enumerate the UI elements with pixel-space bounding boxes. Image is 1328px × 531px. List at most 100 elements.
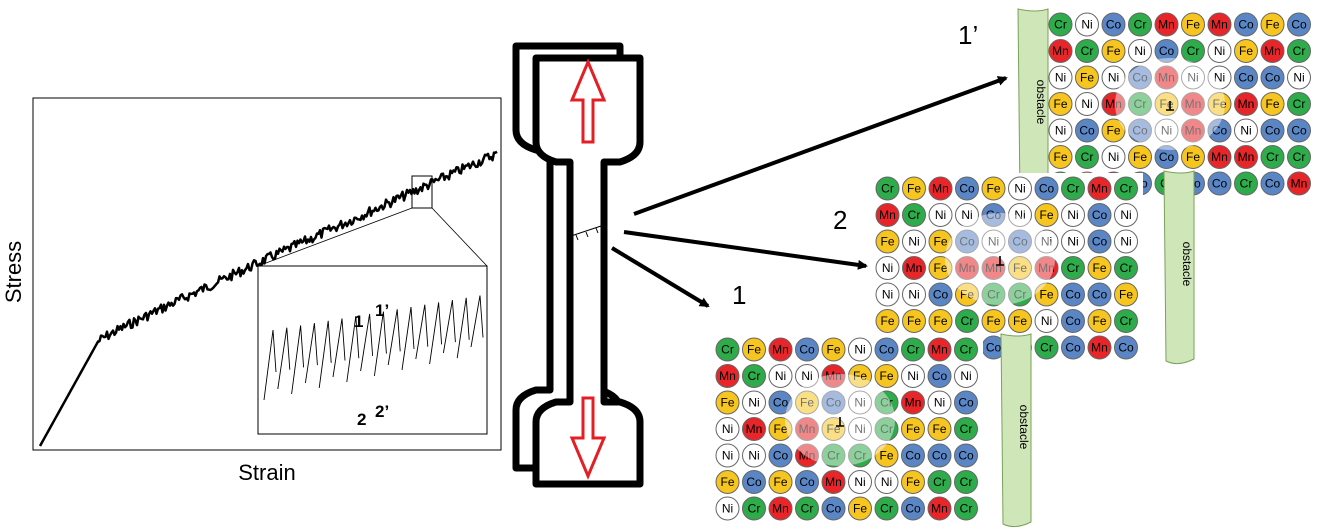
svg-text:Fe: Fe [933, 261, 947, 275]
svg-text:Ni: Ni [1214, 71, 1225, 85]
svg-text:Mn: Mn [1291, 177, 1308, 191]
stress-strain-plot: 1 1’ 2 2’ Stress Strain [1, 97, 502, 485]
svg-text:Co: Co [1265, 124, 1281, 138]
svg-text:Cr: Cr [721, 343, 734, 357]
svg-text:Cr: Cr [960, 343, 973, 357]
arrow-to-panel-1 [610, 246, 710, 308]
atom-ni: Ni [1101, 145, 1126, 169]
svg-text:Fe: Fe [933, 314, 947, 328]
svg-text:Cr: Cr [907, 343, 920, 357]
svg-text:Ni: Ni [1161, 124, 1172, 138]
svg-text:Co: Co [799, 343, 815, 357]
atom-fe: Fe [1087, 256, 1112, 280]
svg-text:Fe: Fe [880, 235, 894, 249]
atom-mn: Mn [875, 203, 900, 227]
svg-text:Co: Co [879, 343, 895, 357]
atom-cr: Cr [795, 496, 819, 521]
atom-mn: Mn [768, 496, 793, 521]
svg-text:Co: Co [1212, 124, 1228, 138]
atom-co: Co [821, 390, 846, 415]
atom-fe: Fe [928, 256, 953, 280]
atom-fe: Fe [1128, 145, 1152, 169]
atom-ni: Ni [1034, 309, 1059, 333]
atom-co: Co [1087, 282, 1112, 307]
atom-fe: Fe [875, 229, 900, 254]
svg-text:Mn: Mn [1158, 71, 1175, 85]
atom-ni: Ni [1181, 65, 1205, 90]
svg-text:Cr: Cr [748, 369, 761, 383]
atom-co: Co [1207, 118, 1232, 143]
atom-mn: Mn [1287, 171, 1311, 196]
svg-text:Mn: Mn [825, 369, 842, 383]
atom-cr: Cr [981, 282, 1006, 307]
atom-mn: Mn [1101, 92, 1126, 116]
svg-text:Cr: Cr [960, 502, 973, 516]
svg-text:Ni: Ni [1055, 124, 1066, 138]
svg-text:Ni: Ni [1187, 71, 1198, 85]
svg-text:Co: Co [1212, 177, 1228, 191]
atom-cr: Cr [1181, 39, 1205, 63]
atom-cr: Cr [875, 176, 900, 201]
svg-text:Cr: Cr [1134, 97, 1147, 111]
atom-fe: Fe [1008, 256, 1032, 280]
atom-ni: Ni [1034, 229, 1059, 254]
svg-text:Ni: Ni [775, 369, 786, 383]
inset-label-2: 2 [357, 410, 366, 429]
atom-fe: Fe [902, 309, 926, 333]
atom-cr: Cr [1114, 256, 1138, 280]
svg-text:Fe: Fe [1212, 97, 1226, 111]
svg-text:Ni: Ni [907, 369, 918, 383]
svg-text:Ni: Ni [934, 396, 945, 410]
atomic-panel-1: Cr Fe Mn Co Fe Ni Co Cr Mn Cr Mn Cr Ni Ni Mn Fe Fe Ni Co Ni… [712, 333, 1032, 528]
atom-cr: Cr [874, 390, 899, 415]
atom-mn: Mn [768, 337, 793, 362]
atom-fe: Fe [901, 470, 925, 494]
svg-text:Ni: Ni [1120, 235, 1131, 249]
atom-cr: Cr [1128, 12, 1152, 37]
svg-text:Co: Co [1291, 18, 1307, 32]
atom-ni: Ni [928, 203, 953, 227]
svg-text:Mn: Mn [931, 343, 948, 357]
atom-ni: Ni [768, 364, 793, 388]
svg-text:Fe: Fe [1186, 150, 1200, 164]
atom-ni: Ni [875, 256, 900, 280]
atom-ni: Ni [1207, 65, 1232, 90]
svg-text:Mn: Mn [1211, 150, 1228, 164]
atom-fe: Fe [1207, 92, 1232, 116]
svg-text:Ni: Ni [854, 343, 865, 357]
svg-text:Co: Co [1159, 150, 1175, 164]
atom-fe: Fe [1048, 145, 1073, 169]
svg-text:Co: Co [1065, 341, 1081, 355]
atom-fe: Fe [1048, 92, 1073, 116]
svg-text:Co: Co [826, 502, 842, 516]
atom-ni: Ni [1061, 203, 1085, 227]
atom-cr: Cr [1128, 92, 1152, 116]
atom-ni: Ni [954, 364, 978, 388]
dislocation-symbol [1166, 101, 1174, 111]
atom-cr: Cr [1061, 176, 1085, 201]
svg-text:Ni: Ni [1108, 150, 1119, 164]
svg-text:Co: Co [746, 475, 762, 489]
atom-co: Co [874, 337, 899, 362]
atom-fe: Fe [1234, 39, 1258, 63]
atom-fe: Fe [715, 390, 740, 415]
atom-fe: Fe [1260, 92, 1285, 116]
atom-ni: Ni [1048, 118, 1073, 143]
tension-arrow-up-icon [569, 58, 607, 144]
atom-mn: Mn [821, 470, 846, 494]
atom-co: Co [1061, 282, 1085, 307]
atom-ni: Ni [848, 470, 872, 494]
atom-co: Co [927, 443, 952, 468]
atom-fe: Fe [768, 470, 793, 494]
atom-co: Co [1154, 39, 1179, 63]
atom-mn: Mn [821, 364, 846, 388]
atom-co: Co [1287, 12, 1311, 37]
zoom-line-right [431, 207, 488, 267]
svg-text:Cr: Cr [1054, 18, 1067, 32]
atom-ni: Ni [1048, 65, 1073, 90]
svg-text:Fe: Fe [932, 422, 946, 436]
svg-text:Fe: Fe [879, 369, 893, 383]
atom-co: Co [1234, 65, 1258, 90]
svg-text:Fe: Fe [720, 396, 734, 410]
